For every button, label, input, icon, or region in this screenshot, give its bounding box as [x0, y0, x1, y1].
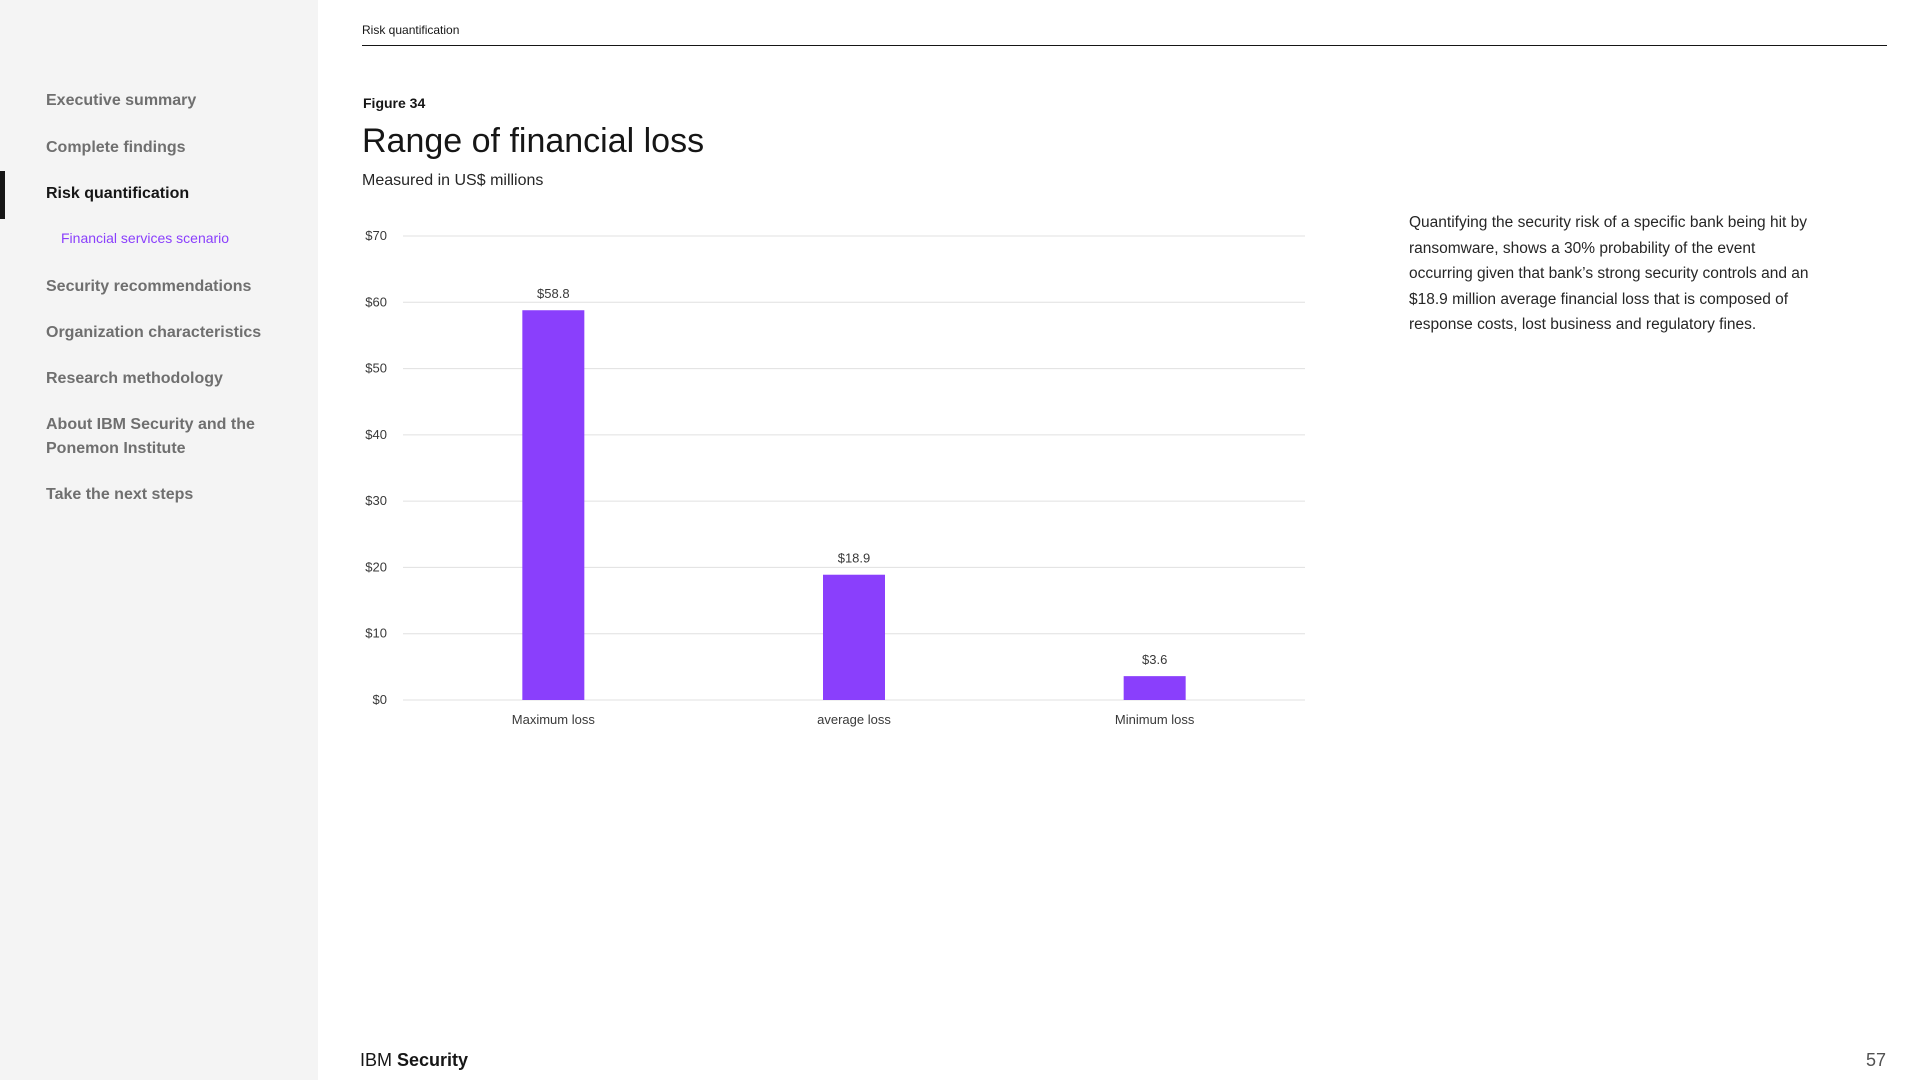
y-tick-label: $50	[365, 361, 387, 376]
y-tick-label: $60	[365, 294, 387, 309]
bar	[522, 310, 585, 700]
sidebar-item-organization-characteristics[interactable]: Organization characteristics	[46, 324, 262, 341]
bar-chart: $0 $10 $20 $30 $40 $50 $60 $70 $58.8 Maximum loss…	[365, 228, 1305, 727]
sidebar-item-risk-quantification[interactable]: Risk quantification	[46, 185, 190, 202]
y-tick-label: $70	[365, 228, 387, 243]
data-label: $18.9	[838, 551, 871, 566]
y-tick-label: $0	[373, 692, 387, 707]
x-tick-label: average loss	[817, 712, 891, 727]
active-indicator	[0, 171, 5, 219]
logo-security-text: Security	[397, 1050, 469, 1070]
y-tick-label: $30	[365, 493, 387, 508]
sidebar-subitem-financial-services-scenario[interactable]: Financial services scenario	[61, 230, 230, 246]
data-label: $58.8	[537, 286, 570, 301]
header-divider	[362, 45, 1887, 46]
bar	[823, 574, 885, 700]
chart-title: Range of financial loss	[362, 122, 705, 160]
y-tick-label: $40	[365, 427, 387, 442]
figure-label: Figure 34	[363, 95, 426, 111]
sidebar: Executive summary Complete findings Risk…	[0, 0, 318, 1080]
description-text: Quantifying the security risk of a speci…	[1409, 214, 1809, 333]
logo-ibm-text: IBM	[360, 1050, 398, 1070]
sidebar-item-executive-summary[interactable]: Executive summary	[46, 92, 197, 109]
x-tick-label: Maximum loss	[512, 712, 596, 727]
bar	[1123, 676, 1186, 700]
ibm-security-logo: IBM Security	[360, 1050, 468, 1071]
x-tick-label: Minimum loss	[1115, 712, 1195, 727]
breadcrumb: Risk quantification	[362, 23, 460, 37]
page-number: 57	[1865, 1050, 1886, 1070]
sidebar-item-complete-findings[interactable]: Complete findings	[46, 139, 186, 156]
sidebar-item-research-methodology[interactable]: Research methodology	[46, 370, 223, 387]
sidebar-item-take-next-steps[interactable]: Take the next steps	[46, 486, 194, 503]
sidebar-item-about-ibm-security[interactable]: About IBM Security and the Ponemon Insti…	[46, 416, 255, 457]
data-label: $3.6	[1142, 652, 1167, 667]
chart-subtitle: Measured in US$ millions	[362, 172, 544, 189]
y-tick-label: $20	[365, 559, 387, 574]
y-tick-label: $10	[365, 626, 387, 641]
sidebar-item-security-recommendations[interactable]: Security recommendations	[46, 278, 252, 295]
